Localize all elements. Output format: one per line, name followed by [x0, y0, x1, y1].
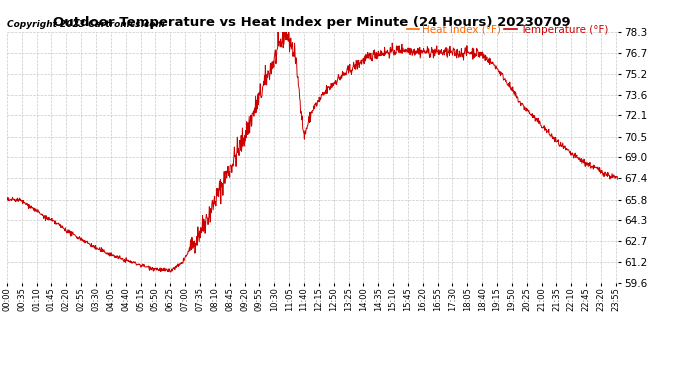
Legend: Heat Index (°F), Temperature (°F): Heat Index (°F), Temperature (°F)	[402, 21, 612, 39]
Title: Outdoor Temperature vs Heat Index per Minute (24 Hours) 20230709: Outdoor Temperature vs Heat Index per Mi…	[53, 16, 571, 29]
Text: Copyright 2023 Cartronics.com: Copyright 2023 Cartronics.com	[7, 20, 165, 29]
